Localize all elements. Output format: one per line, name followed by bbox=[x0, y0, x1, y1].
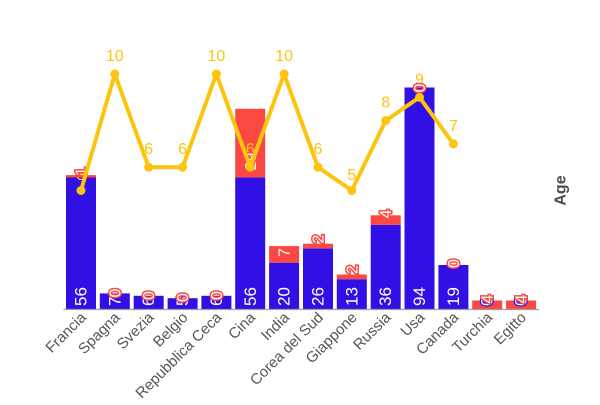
svg-text:5: 5 bbox=[347, 167, 356, 184]
svg-text:0: 0 bbox=[175, 293, 192, 302]
svg-text:5: 5 bbox=[77, 167, 86, 184]
svg-text:36: 36 bbox=[376, 287, 395, 306]
svg-text:0: 0 bbox=[512, 297, 531, 306]
svg-text:9: 9 bbox=[415, 71, 424, 88]
svg-text:2: 2 bbox=[310, 234, 327, 243]
svg-text:7: 7 bbox=[277, 248, 294, 257]
svg-text:Age: Age bbox=[552, 175, 569, 205]
svg-text:13: 13 bbox=[342, 287, 361, 306]
svg-text:0: 0 bbox=[412, 83, 429, 92]
svg-text:6: 6 bbox=[246, 141, 255, 158]
svg-text:20: 20 bbox=[275, 287, 294, 306]
svg-text:10: 10 bbox=[208, 48, 226, 65]
svg-text:8: 8 bbox=[381, 95, 390, 112]
svg-text:56: 56 bbox=[72, 287, 91, 306]
svg-text:0: 0 bbox=[107, 288, 124, 297]
svg-text:4: 4 bbox=[514, 294, 531, 303]
svg-text:94: 94 bbox=[410, 287, 429, 306]
svg-text:56: 56 bbox=[241, 287, 260, 306]
svg-text:10: 10 bbox=[275, 48, 293, 65]
svg-text:6: 6 bbox=[139, 297, 158, 306]
svg-text:19: 19 bbox=[444, 287, 463, 306]
svg-text:0: 0 bbox=[446, 259, 463, 268]
svg-text:4: 4 bbox=[480, 294, 497, 303]
svg-text:10: 10 bbox=[106, 48, 124, 65]
svg-text:6: 6 bbox=[207, 297, 226, 306]
svg-text:0: 0 bbox=[209, 291, 226, 300]
svg-text:4: 4 bbox=[378, 209, 395, 218]
svg-text:0: 0 bbox=[478, 297, 497, 306]
svg-text:0: 0 bbox=[141, 291, 158, 300]
svg-text:7: 7 bbox=[449, 118, 458, 135]
svg-text:2: 2 bbox=[344, 265, 361, 274]
svg-text:6: 6 bbox=[314, 141, 323, 158]
svg-text:5: 5 bbox=[173, 297, 192, 306]
svg-text:26: 26 bbox=[309, 287, 328, 306]
svg-text:7: 7 bbox=[105, 297, 124, 306]
svg-text:6: 6 bbox=[178, 141, 187, 158]
svg-text:6: 6 bbox=[144, 141, 153, 158]
